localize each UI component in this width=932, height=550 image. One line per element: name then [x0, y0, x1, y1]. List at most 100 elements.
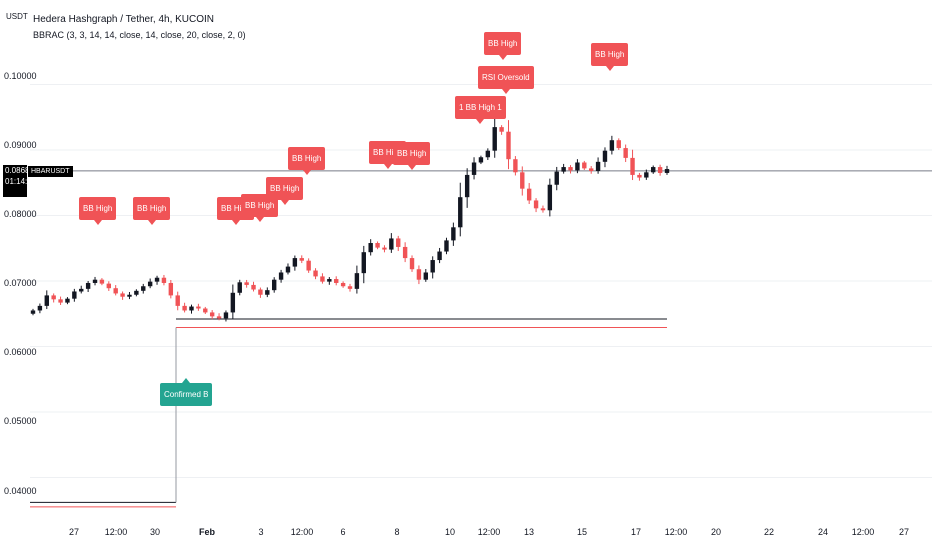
candle-body [51, 295, 56, 300]
last-price-badge: 0.08682 01:14:15 [3, 165, 37, 197]
candle-body [37, 305, 43, 311]
signal-label[interactable]: BB High [266, 177, 304, 205]
candle-body [623, 148, 628, 158]
time-tick: 30 [149, 527, 161, 537]
candle-body [154, 277, 160, 282]
candle-body [168, 282, 174, 296]
time-tick: 12:00 [290, 527, 314, 537]
candle-body [237, 282, 242, 293]
candle-body [347, 286, 353, 289]
candle-body [389, 238, 394, 250]
candle-body [382, 247, 387, 250]
candle-body [134, 290, 139, 295]
time-tick: 8 [394, 527, 400, 537]
candle-body [423, 272, 429, 280]
chart-title[interactable]: Hedera Hashgraph / Tether, 4h, KUCOIN [33, 14, 215, 25]
candle-body [375, 243, 380, 248]
candle-body [458, 197, 463, 228]
candle-body [127, 294, 132, 297]
candle-body [196, 306, 201, 309]
candle-body [65, 298, 70, 303]
time-tick: 27 [68, 527, 80, 537]
candle-body [278, 272, 284, 280]
candle-body [99, 279, 105, 284]
candle-body [320, 276, 325, 282]
candle-body [485, 150, 491, 158]
candle-body [223, 312, 229, 319]
time-tick: 15 [576, 527, 588, 537]
candle-body [471, 162, 477, 175]
candle-body [651, 167, 656, 173]
candle-body [533, 200, 539, 209]
candle-body [30, 310, 36, 314]
candle-body [568, 167, 573, 171]
price-tick: 0.05000 [4, 416, 37, 426]
candle-body [664, 169, 670, 173]
candle-body [72, 291, 77, 299]
time-tick: 12:00 [477, 527, 501, 537]
price-tick: 0.10000 [4, 71, 37, 81]
candle-body [444, 240, 449, 252]
candle-body [271, 279, 277, 291]
symbol-badge: HBARUSDT [28, 166, 73, 177]
candle-body [141, 286, 146, 291]
price-unit: USDT [6, 12, 28, 21]
signal-label[interactable]: BB High [393, 142, 431, 170]
candle-body [216, 316, 222, 319]
indicator-legend[interactable]: BBRAC (3, 3, 14, 14, close, 14, close, 2… [33, 30, 246, 40]
candle-body [44, 295, 49, 306]
time-tick: 27 [898, 527, 910, 537]
time-tick: 17 [630, 527, 642, 537]
level-lines [30, 170, 932, 508]
candle-body [416, 269, 422, 280]
candle-body [265, 290, 270, 295]
candle-body [540, 208, 546, 211]
candle-body [147, 281, 153, 287]
confirmed-signal-label[interactable]: Confirmed B [160, 378, 213, 406]
candle-body [340, 282, 346, 287]
candle-body [402, 246, 408, 259]
candle-body [451, 227, 456, 241]
candle-body [113, 288, 118, 294]
candle-body [327, 279, 332, 282]
candle-body [513, 159, 518, 173]
signal-label[interactable]: 1 BB High 1 [455, 96, 506, 124]
signal-label[interactable]: BB High [133, 197, 171, 225]
candle-body [175, 295, 180, 306]
candle-body [58, 299, 63, 303]
candle-body [582, 162, 587, 169]
candle-body [361, 252, 366, 274]
candle-body [230, 292, 236, 313]
price-tick: 0.08000 [4, 209, 37, 219]
last-price: 0.08682 [5, 166, 34, 175]
candle-body [630, 157, 635, 175]
candle-body [478, 157, 484, 163]
signal-label[interactable]: BB High [484, 32, 522, 60]
candle-body [464, 174, 470, 198]
candle-body [430, 260, 435, 273]
signal-label[interactable]: RSI Oversold [478, 66, 534, 94]
candle-body [106, 283, 112, 289]
candle-body [616, 140, 621, 149]
candle-body [409, 258, 415, 270]
signal-label[interactable]: BB High [288, 147, 326, 175]
candle-body [657, 167, 663, 173]
candle-body [189, 306, 194, 311]
candle-body [561, 167, 566, 172]
candles [30, 115, 670, 322]
candle-body [526, 188, 532, 201]
signal-label[interactable]: BB High [79, 197, 117, 225]
time-tick: 12:00 [664, 527, 688, 537]
bar-countdown: 01:14:15 [5, 177, 37, 186]
time-tick: 6 [340, 527, 346, 537]
price-tick: 0.06000 [4, 347, 37, 357]
candle-body [354, 273, 360, 289]
signal-label[interactable]: BB High [591, 43, 629, 71]
time-tick: 12:00 [104, 527, 128, 537]
candle-body [258, 289, 263, 295]
candle-body [506, 131, 511, 160]
candle-body [292, 258, 298, 267]
candle-body [334, 279, 339, 283]
candle-body [209, 312, 215, 317]
